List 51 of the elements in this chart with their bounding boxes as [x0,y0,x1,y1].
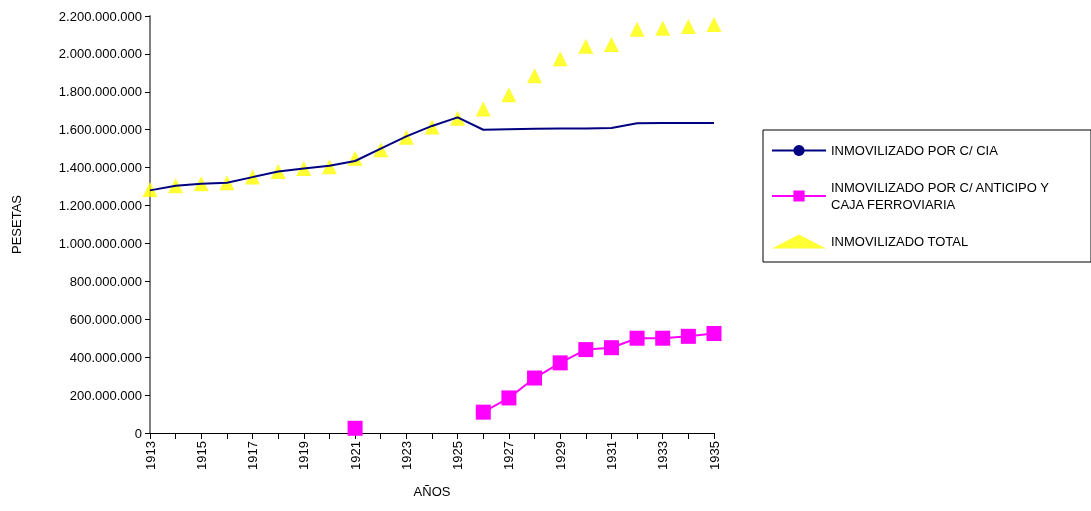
y-tick-label: 2.200.000.000 [58,8,142,24]
y-axis-title: PESETAS [9,194,24,255]
x-tick-label: 1927 [501,441,517,470]
point [603,36,619,52]
point [501,390,517,406]
y-tick-label: 1.800.000.000 [58,84,142,100]
point [655,330,671,346]
point [680,328,696,344]
x-tick-label: 1935 [706,441,722,470]
x-tick-label: 1933 [655,441,671,470]
legend-label: INMOVILIZADO POR C/ CIA [831,143,999,158]
x-tick-label: 1915 [193,441,209,470]
y-tick-label: 400.000.000 [69,349,142,365]
y-tick-label: 800.000.000 [69,273,142,289]
point [680,18,696,34]
y-tick-label: 1.200.000.000 [58,198,142,214]
x-tick-label: 1919 [296,441,312,470]
point [347,420,363,436]
x-axis-title: AÑOS [413,484,451,499]
point [629,21,645,37]
x-tick-label: 1917 [245,441,261,470]
point [475,404,491,420]
y-tick-label: 200.000.000 [69,387,142,403]
point [142,181,158,197]
legend-label: INMOVILIZADO TOTAL [831,234,969,249]
x-tick-label: 1921 [347,441,363,470]
point [552,51,568,67]
y-tick-label: 1.000.000.000 [58,235,142,251]
point [706,17,722,33]
x-tick-label: 1925 [450,441,466,470]
point [706,325,722,341]
y-tick-label: 0 [134,425,142,441]
x-tick-label: 1931 [603,441,619,470]
point [603,340,619,356]
y-tick-label: 1.400.000.000 [58,160,142,176]
point [655,20,671,36]
point [475,101,491,117]
x-tick-label: 1929 [552,441,568,470]
point [629,330,645,346]
point [552,355,568,371]
y-tick-label: 1.600.000.000 [58,122,142,138]
point [501,87,517,103]
x-tick-label: 1923 [398,441,414,470]
y-tick-label: 600.000.000 [69,311,142,327]
point [578,342,594,358]
point [527,370,543,386]
point [527,68,543,84]
x-tick-label: 1913 [142,441,158,470]
legend-label: INMOVILIZADO POR C/ ANTICIPO Y CAJA FERROVIARIA [831,180,1053,212]
y-tick-label: 2.000.000.000 [58,46,142,62]
point [578,38,594,54]
